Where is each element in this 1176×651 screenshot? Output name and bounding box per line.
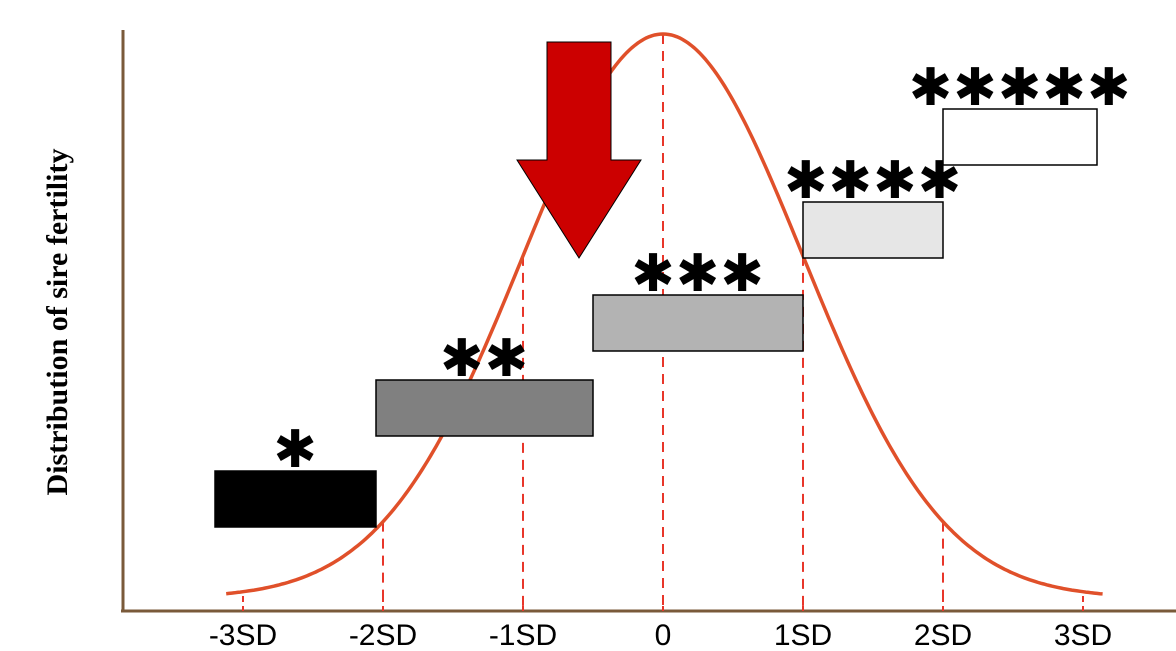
fertility-class-stars: ✱✱ [440,329,529,389]
fertility-class-bar [802,201,944,259]
x-tick-label: 0 [655,619,672,651]
x-axis-ticks: -3SD -2SD -1SD 0 1SD 2SD 3SD [209,596,1112,651]
x-tick-label: 1SD [774,619,832,651]
fertility-class-bar [592,294,804,352]
x-tick-label: -3SD [209,619,277,651]
fertility-class-bar [214,470,377,528]
x-tick-label: -1SD [489,619,557,651]
fertility-class-bar [942,108,1098,166]
normal-distribution-curve [226,32,1103,596]
fertility-class-stars: ✱✱✱ [631,244,765,304]
y-axis-label: Distribution of sire fertility [41,149,74,496]
fertility-class-bars: ✱✱✱✱✱✱✱✱✱✱✱✱✱✱✱ [214,58,1132,528]
x-tick-label: 3SD [1054,619,1112,651]
x-tick-label: 2SD [914,619,972,651]
fertility-class-stars: ✱✱✱✱ [784,151,962,211]
down-arrow-icon [516,41,642,259]
fertility-class-stars: ✱✱✱✱✱ [909,58,1132,118]
fertility-class-stars: ✱ [273,420,318,480]
fertility-class-bar [375,379,594,437]
x-tick-label: -2SD [349,619,417,651]
